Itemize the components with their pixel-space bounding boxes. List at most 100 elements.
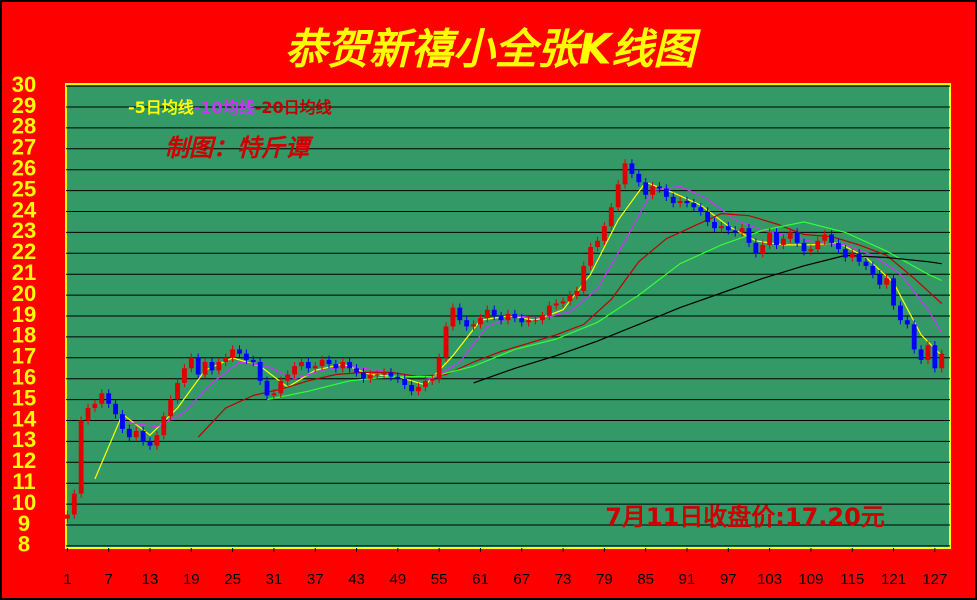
- candle-body: [884, 278, 890, 285]
- candle-body: [243, 353, 249, 360]
- labels: 8910111213141516171819202122232425262728…: [12, 72, 948, 588]
- y-tick-label: 16: [12, 365, 36, 390]
- candle-body: [732, 230, 738, 233]
- y-tick-label: 14: [12, 406, 37, 431]
- y-tick-label: 12: [12, 448, 36, 473]
- candle-body: [312, 366, 318, 369]
- candle-body: [774, 232, 779, 245]
- candle-body: [202, 361, 208, 375]
- y-tick-label: 18: [12, 323, 36, 348]
- legend-entry: -10均线: [194, 98, 255, 117]
- y-tick-label: 15: [12, 385, 36, 410]
- candle-body: [870, 265, 876, 275]
- candle-body: [422, 380, 428, 388]
- x-tick-label: 31: [266, 571, 283, 588]
- candle-body: [842, 249, 848, 258]
- y-tick-label: 26: [12, 156, 36, 181]
- candle-body: [292, 366, 297, 375]
- candle-body: [588, 247, 594, 266]
- y-tick-label: 30: [12, 72, 36, 97]
- candle-body: [863, 261, 869, 266]
- candle-body: [684, 201, 690, 204]
- candle-body: [367, 374, 373, 379]
- candle-body: [629, 163, 635, 174]
- candle-body: [278, 380, 284, 394]
- candle-body: [436, 357, 442, 379]
- candle-body: [898, 305, 903, 321]
- x-tick-label: 97: [720, 571, 737, 588]
- candle-body: [739, 228, 745, 233]
- candle-body: [601, 226, 607, 241]
- candle-body: [491, 309, 497, 316]
- candle-body: [319, 359, 325, 367]
- candle-body: [918, 349, 924, 360]
- x-tick-label: 13: [142, 571, 159, 588]
- candle-body: [595, 240, 600, 248]
- candle-body: [195, 357, 201, 375]
- candle-body: [92, 403, 98, 408]
- candle-body: [780, 238, 786, 245]
- candle-body: [533, 320, 538, 322]
- candle-body: [340, 361, 346, 369]
- candle-body: [326, 359, 332, 365]
- candles: [64, 159, 945, 523]
- x-tick-label: 115: [840, 571, 864, 588]
- y-tick-label: 28: [12, 114, 36, 139]
- candle-body: [753, 242, 759, 254]
- x-tick-label: 121: [881, 571, 906, 588]
- candle-body: [168, 399, 174, 417]
- candle-body: [911, 324, 917, 350]
- moving-average-line: [473, 254, 942, 384]
- candle-body: [264, 380, 270, 396]
- candle-body: [484, 309, 490, 319]
- candle-body: [361, 372, 366, 379]
- candle-body: [347, 361, 353, 369]
- candle-body: [216, 361, 222, 371]
- y-tick-label: 8: [18, 532, 30, 557]
- x-tick-label: 79: [596, 571, 613, 588]
- x-tick-label: 25: [224, 571, 241, 588]
- x-tick-label: 19: [183, 571, 200, 588]
- x-tick-label: 55: [431, 571, 448, 588]
- x-tick-label: 7: [105, 571, 113, 588]
- candle-body: [161, 416, 167, 436]
- candle-body: [133, 430, 139, 438]
- legend-entry: -20日均线: [255, 98, 332, 117]
- candle-body: [657, 186, 662, 189]
- candle-body: [154, 435, 160, 446]
- candle-body: [815, 240, 821, 250]
- candle-body: [223, 357, 229, 362]
- candle-body: [416, 387, 421, 392]
- candle-body: [560, 301, 566, 304]
- y-tick-label: 27: [12, 135, 36, 160]
- y-tick-label: 22: [12, 239, 36, 264]
- candle-body: [794, 232, 800, 243]
- y-tick-label: 10: [12, 490, 36, 515]
- candle-body: [691, 203, 697, 208]
- legend: -5日均线-10均线-20日均线: [128, 98, 332, 117]
- candle-body: [402, 378, 408, 385]
- candle-body: [209, 361, 215, 371]
- y-tick-label: 29: [12, 93, 36, 118]
- candle-body: [443, 326, 449, 358]
- candle-body: [512, 313, 518, 319]
- candle-body: [615, 184, 621, 208]
- candle-body: [650, 186, 655, 195]
- candle-body: [299, 361, 304, 367]
- candle-body: [519, 318, 525, 323]
- candle-body: [78, 420, 84, 494]
- candle-body: [237, 349, 242, 354]
- candle-body: [250, 359, 256, 362]
- y-tick-label: 13: [12, 427, 36, 452]
- candle-body: [333, 364, 339, 369]
- candle-body: [429, 378, 435, 381]
- candle-body: [622, 163, 628, 185]
- candle-body: [257, 361, 263, 381]
- candle-body: [354, 368, 359, 373]
- candle-body: [925, 345, 931, 360]
- candle-body: [457, 307, 463, 321]
- x-tick-label: 127: [922, 571, 947, 588]
- candle-body: [546, 305, 552, 316]
